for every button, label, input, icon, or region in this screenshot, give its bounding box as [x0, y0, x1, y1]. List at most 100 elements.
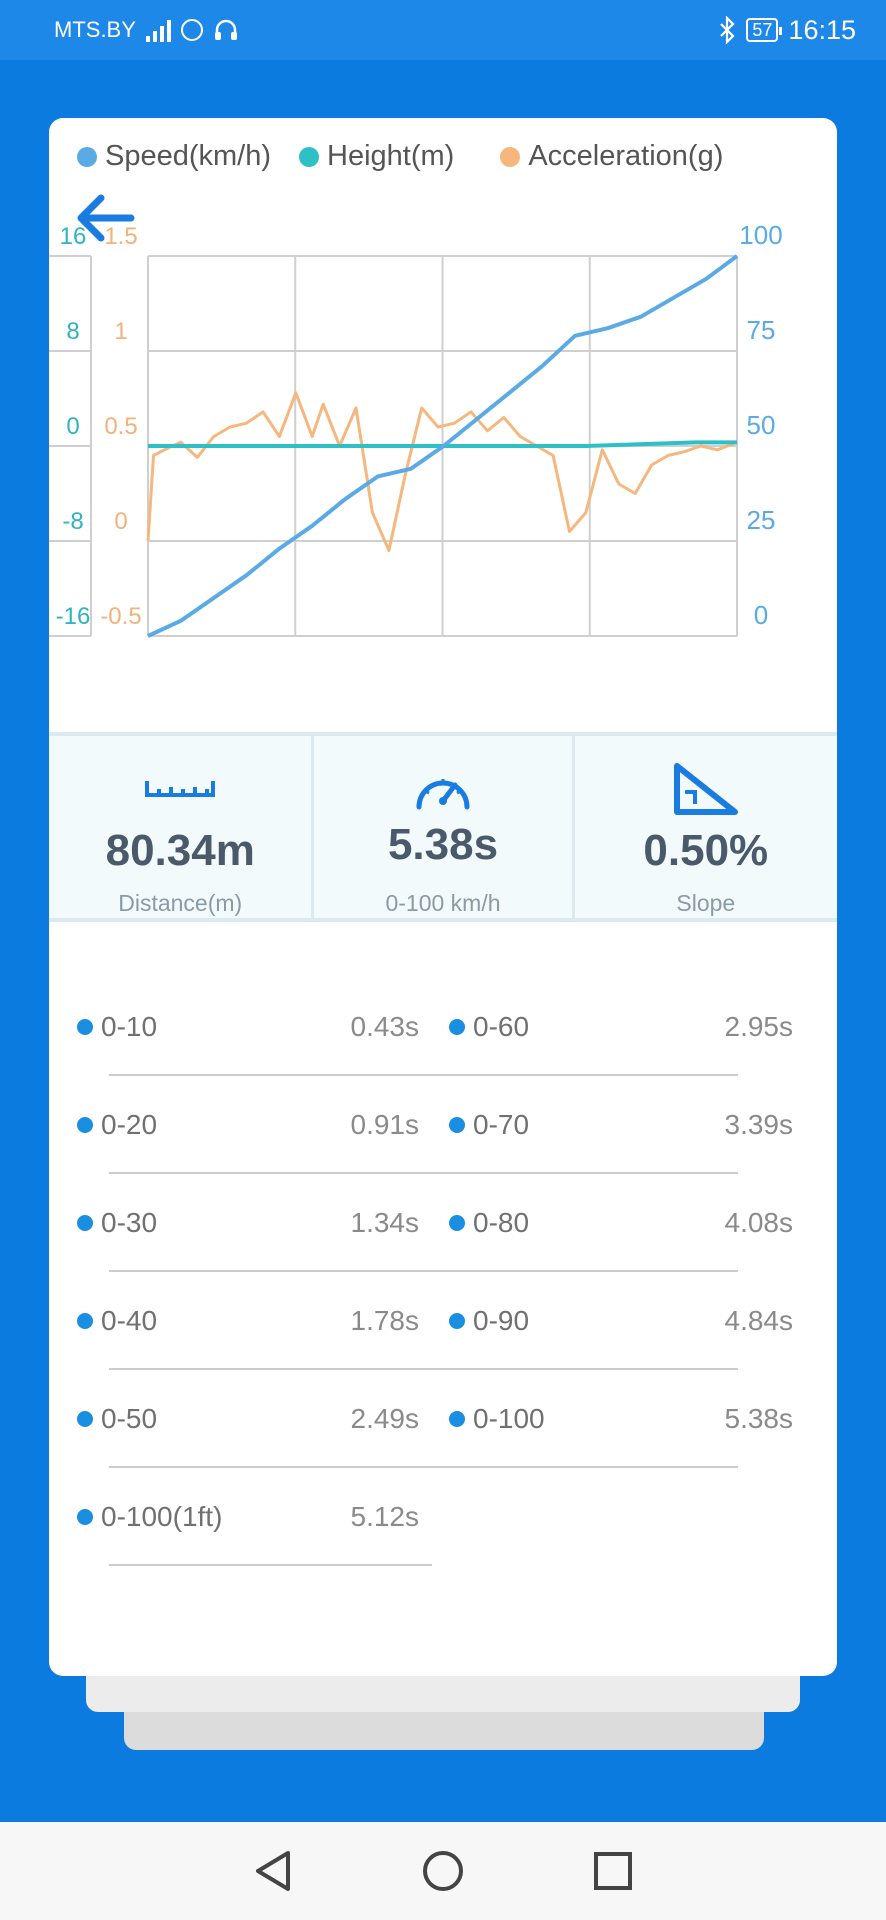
legend-item-height[interactable]: Height(m) [299, 140, 454, 173]
chart-legend: Speed(km/h) Height(m) Acceleration(g) [77, 140, 723, 173]
legend-dot-speed [77, 146, 97, 167]
split-time: 2.95s [724, 1011, 794, 1042]
legend-label: Acceleration(g) [528, 140, 724, 172]
bullet-icon [77, 1117, 93, 1133]
speedometer-icon [416, 779, 470, 810]
split-time: 0.91s [350, 1109, 420, 1140]
bullet-icon [77, 1411, 93, 1427]
split-time: 3.39s [724, 1109, 794, 1140]
split-item: 0-20 0.91s [77, 1076, 419, 1174]
split-name: 0-60 [473, 1011, 530, 1042]
speed-tick-label: 50 [747, 410, 776, 440]
split-time: 4.84s [724, 1305, 794, 1336]
acceleration-tick-label: 0.5 [104, 413, 137, 440]
ruler-icon [145, 781, 216, 797]
result-card: Speed(km/h) Height(m) Acceleration(g) 16… [49, 118, 837, 1676]
split-name: 0-90 [473, 1305, 530, 1336]
series-line-acceleration [146, 391, 738, 552]
split-item: 0-100 5.38s [449, 1370, 793, 1468]
speed-tick-label: 100 [739, 220, 782, 250]
legend-item-acceleration[interactable]: Acceleration(g) [500, 140, 723, 173]
split-name: 0-80 [473, 1207, 530, 1238]
legend-label: Height(m) [327, 140, 455, 172]
legend-dot-acceleration [500, 146, 521, 167]
split-time: 0.43s [350, 1011, 420, 1042]
split-item: 0-100(1ft) 5.12s [77, 1468, 419, 1566]
acceleration-tick-label: -0.5 [100, 603, 141, 630]
bullet-icon [449, 1019, 465, 1035]
bullet-icon [449, 1313, 465, 1329]
row-divider [109, 1466, 738, 1468]
slope-icon [673, 763, 738, 815]
split-item: 0-70 3.39s [449, 1076, 793, 1174]
clock: 16:15 [788, 14, 856, 45]
speed-tick-label: 0 [754, 600, 768, 630]
split-time: 1.78s [350, 1305, 420, 1336]
bluetooth-icon [720, 16, 735, 44]
split-time: 5.12s [350, 1501, 420, 1532]
bullet-icon [449, 1117, 465, 1133]
split-item: 0-30 1.34s [77, 1174, 419, 1272]
recents-nav-button[interactable] [588, 1846, 638, 1896]
signal-icon [145, 18, 171, 42]
split-time: 1.34s [350, 1207, 420, 1238]
split-row: 0-100(1ft) 5.12s [49, 1468, 837, 1566]
acceleration-tick-label: 0 [114, 508, 127, 535]
split-row: 0-20 0.91s 0-70 3.39s [49, 1076, 837, 1174]
series-line-height [148, 440, 737, 448]
home-nav-button[interactable] [418, 1846, 468, 1896]
split-times-list: 0-10 0.43s 0-60 2.95s 0-20 0.91s 0-70 3.… [49, 978, 837, 1566]
split-time: 2.49s [350, 1403, 420, 1434]
bullet-icon [77, 1509, 93, 1525]
split-time: 4.08s [724, 1207, 794, 1238]
row-divider [109, 1368, 738, 1370]
split-name: 0-50 [101, 1403, 158, 1434]
legend-label: Speed(km/h) [105, 140, 272, 172]
height-tick-label: -8 [62, 508, 83, 535]
nfc-icon [180, 19, 203, 41]
stats-panel: 80.34m Distance(m) 5.38s 0-100 km/h [49, 732, 837, 922]
height-tick-label: -16 [56, 603, 91, 630]
stat-value: 5.38s [387, 820, 499, 869]
speed-tick-label: 75 [747, 315, 776, 345]
height-tick-label: 8 [66, 318, 79, 345]
split-item: 0-40 1.78s [77, 1272, 419, 1370]
split-row: 0-40 1.78s 0-90 4.84s [49, 1272, 837, 1370]
legend-item-speed[interactable]: Speed(km/h) [77, 140, 271, 173]
stat-value: 80.34m [105, 826, 255, 875]
headset-icon [214, 19, 237, 40]
row-divider [109, 1564, 432, 1566]
performance-chart: 16 8 0 -8 -16 1.5 1 0.5 0 -0.5 100 75 50 25 0 [49, 220, 783, 638]
bullet-icon [77, 1019, 93, 1035]
split-item: 0-80 4.08s [449, 1174, 793, 1272]
split-name: 0-30 [101, 1207, 158, 1238]
series-line-speed [147, 254, 739, 638]
row-divider [109, 1172, 738, 1174]
split-name: 0-10 [101, 1011, 158, 1042]
home-nav-icon [423, 1851, 463, 1891]
stat-distance: 80.34m Distance(m) [49, 736, 315, 918]
stat-acceleration-time: 5.38s 0-100 km/h [314, 736, 575, 918]
recents-nav-icon [594, 1852, 632, 1890]
split-item: 0-90 4.84s [449, 1272, 793, 1370]
status-left: MTS.BY [54, 17, 239, 43]
split-name: 0-20 [101, 1109, 158, 1140]
split-name: 0-40 [101, 1305, 158, 1336]
system-nav-bar [0, 1822, 886, 1920]
back-nav-button[interactable] [248, 1846, 298, 1896]
status-bar: MTS.BY 57 16:15 [0, 0, 886, 60]
bullet-icon [77, 1215, 93, 1231]
bullet-icon [449, 1215, 465, 1231]
carrier-label: MTS.BY [54, 17, 136, 42]
stat-label: Distance(m) [118, 890, 243, 916]
split-item: 0-10 0.43s [77, 978, 419, 1076]
back-arrow-icon[interactable] [69, 188, 139, 248]
battery-level: 57 [752, 19, 773, 40]
bullet-icon [77, 1313, 93, 1329]
split-row: 0-50 2.49s 0-100 5.38s [49, 1370, 837, 1468]
stat-slope: 0.50% Slope [575, 736, 837, 918]
split-item: 0-50 2.49s [77, 1370, 419, 1468]
stat-value: 0.50% [643, 826, 769, 875]
height-tick-label: 16 [60, 223, 87, 250]
battery-icon: 57 [746, 18, 783, 42]
